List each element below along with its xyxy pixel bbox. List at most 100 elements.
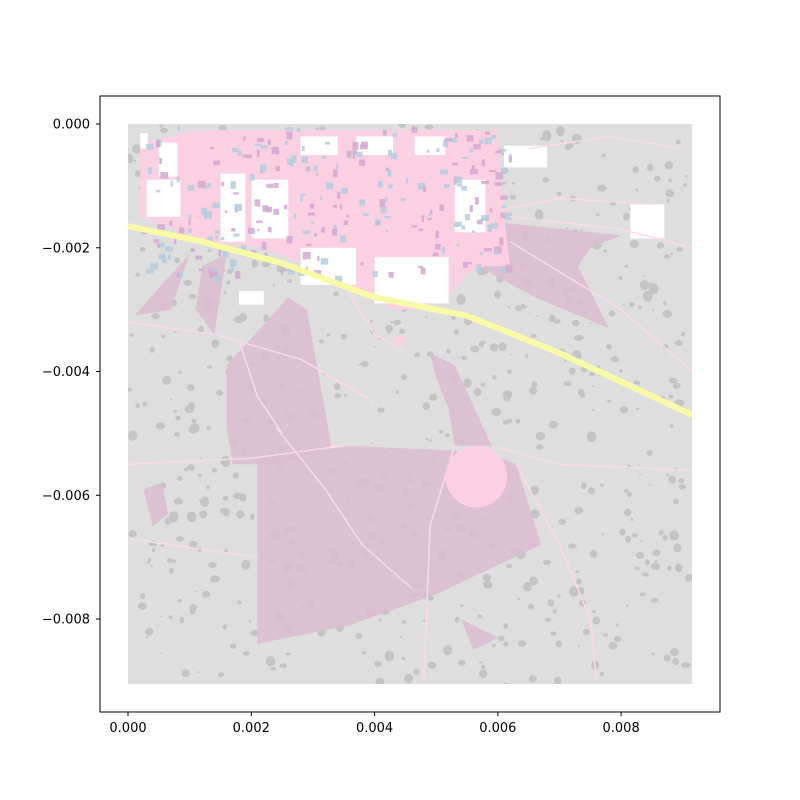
terrain-dot (211, 468, 218, 473)
terrain-dot (189, 540, 198, 549)
terrain-dot (160, 127, 168, 133)
terrain-dot (502, 390, 513, 399)
terrain-dot (454, 616, 460, 623)
building (286, 236, 293, 244)
building (307, 212, 315, 216)
terrain-dot (511, 181, 516, 185)
terrain-dot (168, 511, 179, 523)
building (273, 208, 280, 215)
terrain-dot (137, 602, 147, 611)
building (148, 167, 152, 175)
terrain-dot (633, 380, 641, 385)
building (481, 181, 489, 185)
building (469, 205, 473, 212)
building (471, 165, 475, 171)
white-block (374, 257, 449, 304)
building (320, 258, 329, 265)
building (321, 155, 327, 159)
terrain-dot (404, 673, 414, 684)
building (319, 196, 323, 201)
terrain-dot (373, 661, 383, 667)
building (461, 186, 467, 191)
terrain-dot (198, 499, 201, 501)
white-block (146, 179, 181, 217)
terrain-dot (525, 354, 529, 359)
terrain-dot (646, 449, 653, 456)
terrain-dot (479, 661, 483, 664)
terrain-dot (565, 227, 569, 230)
building (356, 151, 363, 157)
building (481, 159, 485, 166)
terrain-dot (197, 325, 204, 334)
terrain-dot (503, 641, 509, 647)
building (262, 205, 269, 212)
terrain-dot (654, 559, 658, 563)
terrain-dot (509, 353, 513, 356)
building (161, 257, 167, 264)
building (440, 169, 448, 175)
terrain-dot (558, 518, 567, 525)
terrain-dot (173, 432, 180, 437)
terrain-dot (676, 247, 683, 252)
building (466, 135, 474, 142)
terrain-dot (549, 314, 556, 323)
white-block (356, 136, 394, 155)
building (257, 138, 265, 142)
building (461, 156, 469, 160)
building (500, 212, 507, 219)
terrain-dot (579, 392, 586, 398)
building (165, 246, 173, 252)
terrain-dot (553, 676, 562, 684)
zone-creek (430, 353, 492, 446)
terrain-dot (494, 290, 501, 299)
terrain-dot (286, 279, 293, 284)
terrain-dot (168, 615, 173, 620)
terrain-dot (586, 431, 597, 443)
terrain-dot (557, 594, 561, 598)
building (311, 221, 315, 224)
terrain-dot (563, 381, 572, 387)
terrain-dot (515, 418, 521, 424)
building (294, 214, 296, 220)
terrain-dot (284, 268, 288, 272)
terrain-dot (422, 619, 427, 622)
terrain-dot (589, 322, 592, 325)
terrain-dot (128, 154, 134, 164)
building (500, 195, 508, 200)
terrain-dot (569, 586, 579, 597)
terrain-dot (654, 175, 661, 182)
terrain-dot (370, 320, 373, 323)
terrain-dot (592, 616, 601, 625)
building (335, 275, 343, 284)
terrain-dot (619, 368, 623, 373)
terrain-dot (672, 382, 681, 389)
terrain-dot (197, 671, 200, 674)
building (505, 264, 513, 273)
building (476, 264, 482, 273)
terrain-dot (536, 315, 539, 318)
building (301, 146, 305, 151)
terrain-dot (360, 361, 369, 367)
terrain-dot (207, 249, 212, 253)
building (435, 230, 439, 239)
terrain-dot (666, 198, 670, 203)
terrain-dot (630, 517, 634, 522)
terrain-dot (673, 543, 682, 553)
axes-frame (99, 95, 721, 713)
terrain-dot (642, 290, 653, 302)
terrain-dot (580, 229, 584, 231)
terrain-dot (599, 671, 604, 676)
terrain-dot (556, 191, 562, 196)
building (331, 229, 337, 236)
terrain-dot (251, 259, 259, 268)
terrain-dot (663, 254, 671, 259)
terrain-dot (662, 344, 669, 350)
terrain-dot (446, 348, 451, 354)
terrain-dot (666, 473, 670, 477)
terrain-dot (681, 662, 691, 668)
terrain-dot (634, 188, 639, 192)
building (333, 225, 337, 233)
terrain-dot (672, 657, 679, 666)
building (455, 133, 458, 139)
building (214, 230, 220, 234)
